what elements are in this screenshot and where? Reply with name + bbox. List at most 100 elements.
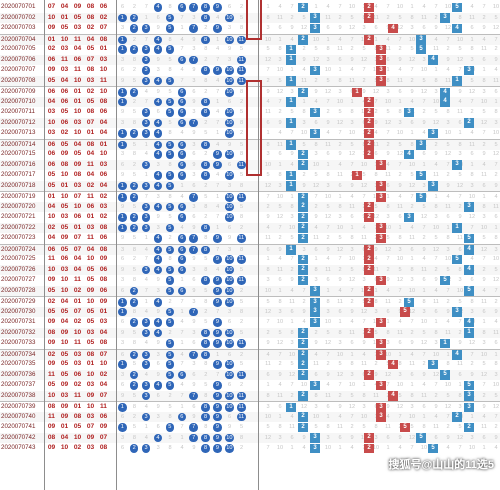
- stat-count: 7: [338, 130, 342, 136]
- stat-count: 12: [492, 25, 500, 31]
- number-ball: 3: [141, 181, 151, 190]
- miss-count: 3: [192, 46, 196, 52]
- stat-count: 12: [348, 25, 356, 31]
- stat-count: 9: [350, 434, 354, 441]
- stat-count: 3: [422, 56, 426, 63]
- stat-marker-red: 2: [364, 370, 374, 380]
- stat-count: 4: [422, 382, 426, 388]
- winning-number: 06: [47, 245, 56, 253]
- stat-marker-blue: 3: [310, 128, 320, 138]
- stat-marker-blue: 5: [464, 233, 474, 243]
- winning-number: 01: [73, 298, 82, 305]
- number-ball: 4: [153, 171, 163, 180]
- stat-count: 3: [278, 182, 282, 189]
- number-ball: 1: [118, 13, 127, 22]
- miss-count: 3: [192, 77, 196, 84]
- stat-marker-blue: 2: [298, 422, 308, 432]
- stat-count: 9: [362, 89, 366, 95]
- stat-count: 2: [398, 46, 402, 52]
- winning-number: 10: [73, 108, 82, 115]
- stat-marker-blue: 2: [298, 87, 308, 97]
- number-ball: 6: [177, 234, 186, 243]
- draw-row: 2020070718050103020412345162738123691236…: [0, 180, 500, 191]
- stat-count: 6: [374, 151, 378, 157]
- stat-count: 1: [410, 130, 414, 136]
- miss-count: 3: [156, 161, 160, 168]
- number-ball: 2: [129, 298, 139, 307]
- stat-count: 9: [458, 89, 462, 95]
- stat-count: 8: [446, 361, 450, 367]
- number-ball: 9: [213, 328, 222, 337]
- winning-number: 10: [47, 213, 56, 220]
- number-ball: 3: [141, 318, 151, 327]
- number-ball: 8: [201, 66, 210, 75]
- stat-count: 2: [446, 46, 450, 52]
- stat-count: 11: [409, 235, 415, 241]
- stat-marker-blue: 2: [298, 370, 308, 380]
- miss-count: 8: [239, 214, 244, 220]
- number-ball: 7: [189, 193, 198, 202]
- stat-marker-red: 2: [364, 202, 374, 212]
- stat-count: 12: [432, 371, 440, 378]
- stat-count: 4: [350, 67, 354, 73]
- stat-count: 7: [278, 224, 282, 231]
- stat-marker-blue: 1: [286, 44, 296, 54]
- number-ball: 2: [129, 129, 139, 138]
- draw-row: 2020070739080901101118495168910113691236…: [0, 401, 500, 413]
- stat-count: 9: [290, 277, 294, 283]
- miss-count: 3: [192, 203, 196, 210]
- stat-marker-blue: 3: [464, 391, 474, 401]
- miss-count: 9: [192, 161, 196, 168]
- winning-number: 10: [60, 171, 69, 178]
- stat-count: 12: [396, 151, 404, 157]
- number-ball: 8: [201, 140, 210, 149]
- stat-count: 2: [422, 235, 426, 241]
- miss-count: 5: [204, 382, 208, 388]
- number-ball: 3: [141, 160, 151, 169]
- winning-number: 10: [47, 13, 56, 21]
- stat-count: 7: [290, 382, 294, 388]
- stat-count: 5: [434, 235, 438, 241]
- miss-count: 9: [192, 413, 196, 420]
- winning-number: 09: [47, 318, 56, 325]
- stat-count: 2: [302, 172, 306, 178]
- stat-count: 4: [398, 194, 402, 200]
- number-ball: 8: [201, 108, 210, 117]
- stat-count: 9: [446, 182, 450, 189]
- stat-marker-blue: 5: [464, 380, 474, 390]
- stat-count: 10: [420, 445, 428, 451]
- stat-count: 12: [336, 246, 344, 253]
- miss-count: 5: [132, 77, 136, 84]
- stat-count: 12: [336, 119, 344, 126]
- stat-count: 8: [278, 299, 282, 305]
- winning-number: 03: [60, 265, 69, 273]
- miss-count: 9: [120, 77, 125, 84]
- stat-count: 12: [360, 182, 368, 189]
- stat-count: 3: [422, 182, 426, 189]
- stat-count: 8: [494, 109, 498, 115]
- stat-count: 1: [482, 67, 486, 73]
- stat-marker-red: 4: [388, 391, 398, 401]
- number-ball: 11: [237, 391, 246, 400]
- number-ball: 3: [141, 76, 151, 85]
- stat-count: 4: [422, 256, 426, 262]
- stat-count: 3: [470, 308, 474, 315]
- miss-count: 5: [132, 392, 136, 399]
- miss-count: 9: [228, 46, 232, 52]
- number-ball: 10: [225, 76, 234, 85]
- miss-count: 4: [216, 109, 220, 115]
- miss-count: 8: [239, 246, 244, 253]
- number-ball: 4: [153, 129, 163, 138]
- winning-number: 06: [99, 265, 108, 273]
- period-number: 2020070742: [1, 433, 36, 441]
- stat-count: 6: [482, 434, 486, 441]
- stat-count: 10: [480, 224, 488, 231]
- stat-marker-red: 2: [364, 35, 374, 45]
- stat-count: 4: [350, 445, 354, 451]
- miss-count: 7: [144, 287, 148, 294]
- stat-count: 9: [290, 151, 294, 157]
- winning-number: 10: [60, 276, 69, 283]
- period-number: 2020070707: [1, 66, 36, 73]
- winning-number: 05: [73, 150, 82, 157]
- stat-count: 5: [290, 361, 294, 367]
